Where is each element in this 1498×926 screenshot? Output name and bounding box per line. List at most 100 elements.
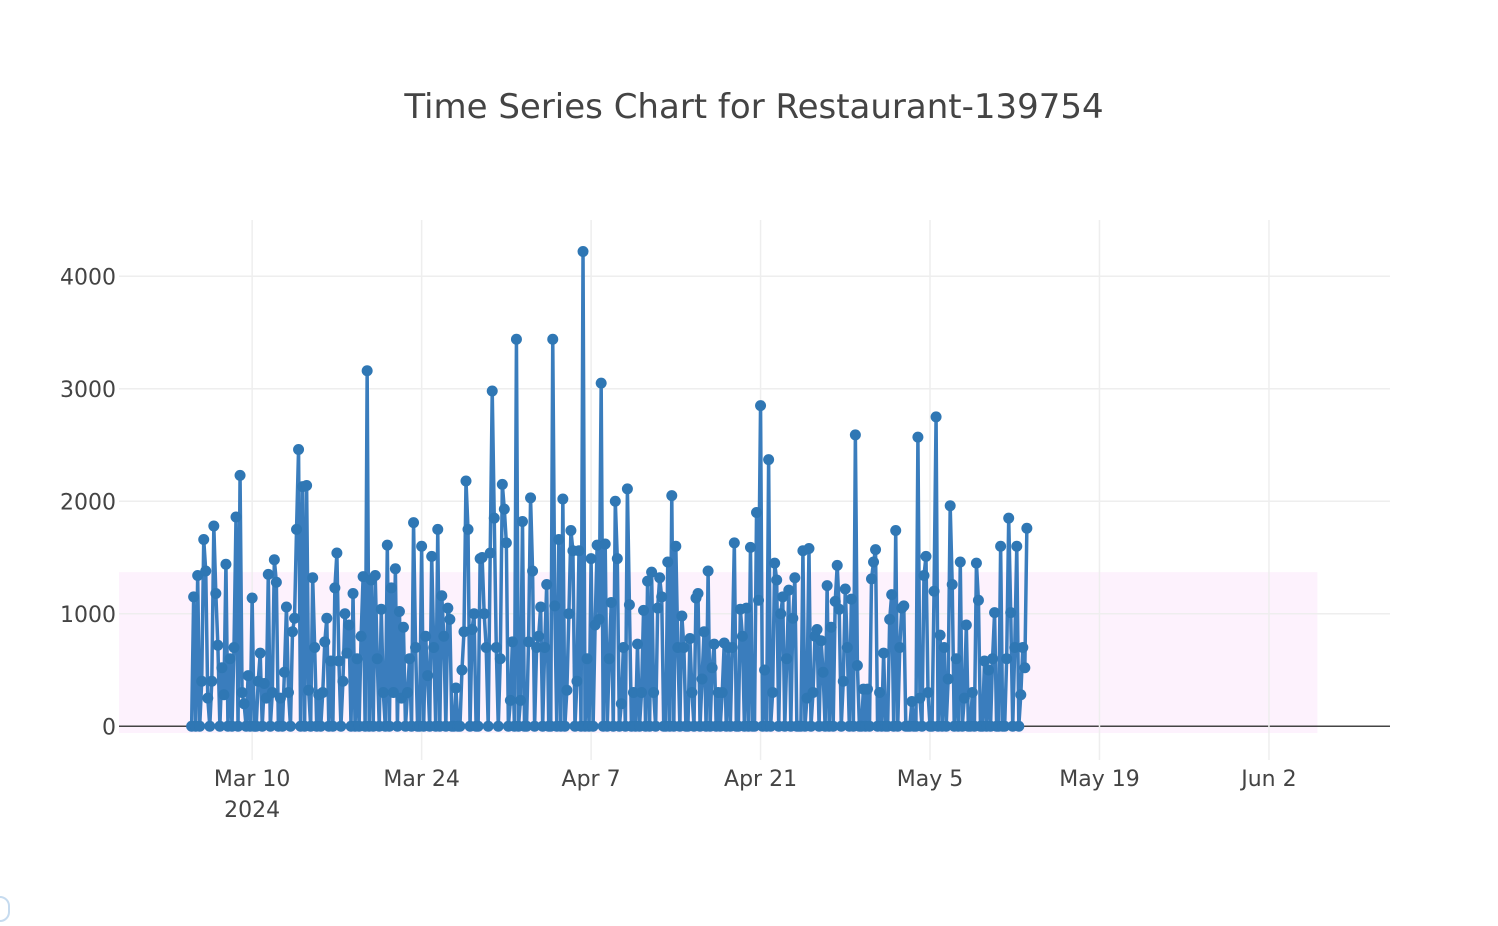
data-point (287, 626, 298, 638)
data-point (765, 720, 777, 732)
data-point (466, 624, 478, 635)
data-point (510, 333, 522, 345)
data-point (744, 541, 756, 553)
data-point (1005, 607, 1017, 619)
data-point (995, 540, 1007, 552)
data-point (940, 720, 952, 732)
data-point (325, 655, 337, 667)
data-point (375, 603, 387, 615)
data-point (916, 720, 928, 732)
y-tick-label: 3000 (60, 378, 116, 403)
x-tick-label: Mar 24 (383, 767, 460, 792)
data-point (410, 642, 422, 653)
data-point (216, 662, 228, 674)
data-point (573, 545, 585, 557)
data-point (482, 720, 494, 732)
data-point (591, 539, 603, 551)
data-point (692, 588, 704, 599)
data-point (218, 689, 230, 701)
data-point (849, 429, 861, 441)
data-point (264, 720, 276, 732)
data-point (662, 556, 674, 568)
x-tick-label: Mar 10 (214, 767, 291, 792)
data-point (291, 523, 303, 535)
data-point (557, 493, 569, 505)
data-point (1013, 720, 1025, 732)
chart-title: Time Series Chart for Restaurant-139754 (403, 87, 1103, 127)
data-point (753, 594, 765, 606)
data-point (676, 610, 688, 622)
data-point (565, 525, 577, 536)
x-tick-label: Apr 21 (724, 767, 797, 792)
data-point (833, 603, 845, 615)
data-point (426, 550, 438, 562)
data-point (208, 520, 220, 532)
data-point (276, 720, 288, 732)
data-point (789, 572, 801, 584)
data-point (284, 720, 296, 732)
data-point (989, 607, 1001, 619)
data-point (242, 670, 254, 682)
data-point (488, 512, 500, 524)
data-point (527, 565, 539, 577)
data-point (339, 608, 351, 620)
data-point (529, 720, 541, 732)
data-point (759, 664, 771, 676)
data-point (787, 612, 799, 624)
data-point (462, 523, 474, 535)
data-point (615, 698, 627, 710)
data-point (898, 600, 910, 612)
data-point (321, 612, 333, 624)
data-point (868, 556, 880, 568)
data-point (531, 642, 543, 653)
data-point (387, 687, 399, 698)
data-point (389, 563, 401, 575)
data-point (408, 517, 420, 529)
data-point (726, 642, 738, 653)
data-point (999, 720, 1011, 732)
data-point (861, 683, 873, 695)
data-point (478, 608, 490, 620)
data-point (805, 720, 817, 732)
data-point (397, 621, 409, 633)
data-point (341, 647, 353, 659)
data-point (886, 589, 898, 601)
data-point (232, 720, 244, 732)
data-point (230, 511, 242, 523)
data-point (585, 553, 597, 565)
data-point (258, 678, 270, 689)
data-point (416, 540, 428, 552)
data-point (355, 630, 367, 642)
data-point (381, 539, 393, 551)
data-point (825, 621, 837, 633)
data-point (603, 653, 615, 665)
x-tick-label: May 19 (1059, 767, 1139, 792)
data-point (432, 523, 444, 535)
data-point (581, 653, 593, 665)
data-point (821, 580, 833, 592)
data-point (549, 600, 561, 612)
data-point (456, 664, 468, 676)
data-point (484, 547, 496, 559)
x-tick-label: Apr 7 (562, 767, 621, 792)
data-point (496, 478, 508, 490)
y-tick-label: 1000 (60, 603, 116, 628)
data-point (494, 653, 506, 665)
data-point (983, 664, 995, 676)
data-point (420, 630, 432, 642)
x-tick-label: Jun 2 (1239, 767, 1296, 792)
data-point (920, 550, 932, 562)
data-point (623, 599, 635, 611)
data-point (716, 687, 728, 698)
data-point (204, 720, 216, 732)
y-axis: 0 1000 2000 3000 4000 (60, 265, 116, 740)
data-point (740, 602, 752, 614)
data-point (289, 612, 301, 624)
data-point (234, 469, 246, 481)
data-point (892, 720, 904, 732)
x-tick-label: May 5 (897, 767, 963, 792)
data-point (835, 720, 847, 732)
data-point (650, 720, 662, 732)
data-point (571, 675, 583, 687)
data-point (839, 583, 851, 595)
